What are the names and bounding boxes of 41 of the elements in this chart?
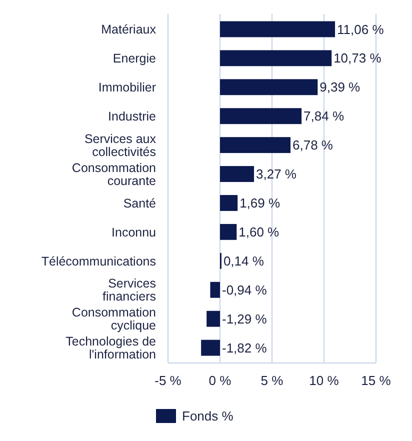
bar [220, 224, 237, 240]
x-tick-label: 0 % [208, 373, 232, 388]
bar [210, 282, 220, 298]
y-tick-label: Matériaux [101, 22, 157, 37]
data-label: -0,94 % [222, 282, 268, 298]
bar [220, 166, 254, 182]
x-tick-label: 5 % [260, 373, 284, 388]
bar [220, 108, 302, 124]
y-tick-label: Immobilier [98, 80, 156, 95]
bar [220, 50, 332, 66]
y-tick-label: Consommation courante [72, 160, 156, 188]
data-label: 1,60 % [238, 224, 280, 240]
data-label: 11,06 % [337, 22, 384, 37]
y-tick-label: Energie [112, 52, 156, 66]
y-tick-label: Services aux collectivités [84, 132, 157, 159]
y-tick-label: Services financiers [102, 276, 156, 304]
data-label: 3,27 % [256, 166, 297, 182]
data-label: 10,73 % [334, 50, 382, 66]
legend-label: Fonds % [182, 408, 234, 424]
data-label: 6,78 % [292, 138, 334, 153]
data-label: 0,14 % [223, 253, 264, 268]
x-tick-label: 15 % [361, 373, 392, 388]
y-tick-label: Industrie [108, 109, 156, 124]
y-tick-label: Consommation cyclique [72, 306, 156, 333]
bar [220, 137, 291, 154]
bar [206, 310, 220, 327]
bar [220, 79, 318, 96]
data-label: -1,82 % [222, 340, 268, 356]
bar [220, 195, 238, 211]
data-label: 9,39 % [320, 80, 361, 95]
x-tick-label: 10 % [309, 373, 340, 388]
data-label: 7,84 % [304, 108, 344, 124]
y-tick-label: Télécommunications [41, 254, 156, 268]
x-tick-label: -5 % [154, 373, 182, 388]
y-tick-label: Santé [123, 196, 156, 210]
y-tick-label: Inconnu [112, 225, 156, 240]
bar [220, 21, 336, 38]
data-label: 1,69 % [240, 196, 280, 211]
data-label: -1,29 % [222, 311, 268, 326]
bar [201, 340, 220, 356]
y-tick-label: Technologies de l'information [66, 334, 156, 362]
